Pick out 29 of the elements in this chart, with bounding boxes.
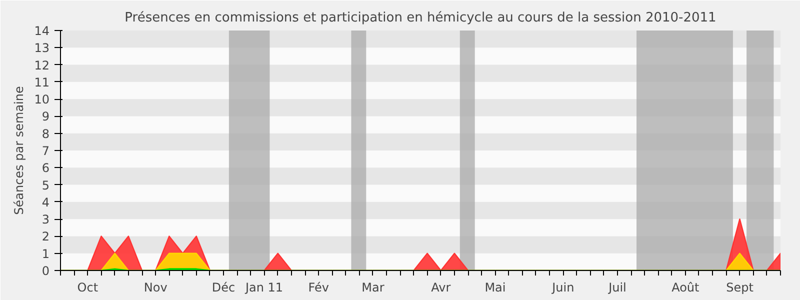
y-tick-label: 1 [42, 246, 50, 261]
x-tick-label: Déc [212, 280, 236, 294]
y-tick-label: 4 [42, 195, 50, 210]
y-tick-label: 8 [42, 126, 50, 141]
x-tick-label: Nov [144, 280, 168, 294]
y-tick-label: 14 [34, 24, 50, 38]
y-tick-label: 10 [34, 92, 50, 107]
y-tick-label: 13 [34, 41, 50, 56]
y-axis-title: Séances par semaine [12, 86, 26, 215]
y-tick-label: 6 [42, 161, 50, 176]
y-tick-label: 3 [42, 212, 50, 227]
x-tick-label: Mai [484, 280, 506, 294]
x-tick-label: Avr [431, 280, 451, 294]
y-tick-label: 5 [42, 178, 50, 192]
x-tick-label: Oct [77, 280, 98, 294]
y-tick-label: 7 [42, 144, 50, 158]
chart-title: Présences en commissions et participation en hémicycle au cours de la session 2010-2011 [124, 10, 716, 26]
y-tick-label: 9 [42, 110, 50, 124]
x-tick-label: Fév [308, 280, 329, 294]
y-tick-label: 12 [34, 58, 50, 72]
y-tick-label: 0 [42, 264, 50, 278]
x-tick-label: Juin [551, 280, 574, 294]
y-tick-label: 2 [42, 230, 50, 244]
x-tick-label: Juil [608, 280, 626, 294]
x-tick-label: Mar [362, 280, 384, 294]
x-tick-label: Août [672, 280, 700, 294]
y-tick-label: 11 [34, 75, 50, 90]
x-tick-label: Sept [726, 280, 754, 294]
x-tick-label: Jan 11 [244, 280, 284, 294]
